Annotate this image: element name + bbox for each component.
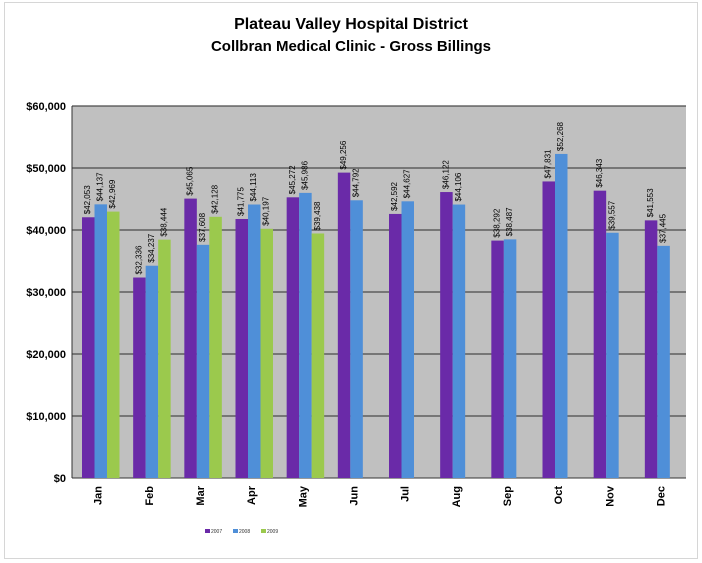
data-label: $34,237 [147, 233, 156, 262]
y-tick-label: $60,000 [26, 101, 66, 113]
data-label: $44,792 [352, 168, 361, 197]
legend-swatch [261, 529, 266, 533]
data-label: $38,487 [505, 207, 514, 236]
x-tick-label: Dec [655, 486, 667, 506]
bar [606, 232, 619, 478]
data-label: $44,627 [403, 169, 412, 198]
data-label: $41,553 [646, 188, 655, 217]
y-tick-label: $10,000 [26, 411, 66, 423]
bar [184, 198, 197, 479]
bar [196, 244, 210, 478]
x-tick-label: Sep [502, 486, 514, 506]
data-label: $47,831 [544, 149, 553, 178]
y-tick-label: $20,000 [26, 349, 66, 361]
legend-label: 2009 [267, 529, 278, 535]
data-label: $46,343 [595, 158, 604, 187]
bar [286, 197, 300, 478]
bar [107, 211, 120, 478]
bar [209, 216, 222, 478]
data-label: $40,197 [262, 196, 271, 225]
data-label: $44,106 [454, 172, 463, 201]
bar [401, 201, 414, 478]
data-label: $42,969 [108, 179, 117, 208]
x-tick-label: Oct [553, 486, 565, 505]
x-tick-label: Apr [246, 485, 258, 505]
bar [593, 190, 607, 478]
bar [145, 265, 159, 478]
bar [555, 153, 568, 478]
bar [235, 218, 248, 478]
x-tick-label: Feb [144, 486, 156, 506]
bar [542, 181, 555, 478]
data-label: $42,128 [211, 184, 220, 213]
x-tick-label: Jun [348, 486, 360, 506]
bar [452, 204, 466, 479]
legend-label: 2007 [211, 529, 222, 535]
data-label: $38,292 [493, 208, 502, 237]
data-label: $42,592 [390, 181, 399, 210]
x-tick-label: Jul [400, 486, 412, 502]
bar [133, 277, 146, 478]
chart-title: Plateau Valley Hospital District [234, 16, 468, 33]
y-tick-label: $30,000 [26, 287, 66, 299]
bar [260, 228, 273, 478]
x-tick-label: Mar [195, 485, 207, 505]
bar [440, 192, 453, 479]
bar [337, 172, 351, 478]
legend: 2007 2008 2009 [205, 529, 278, 535]
legend-swatch [205, 529, 210, 533]
bar [94, 204, 107, 479]
data-label: $37,608 [198, 212, 207, 241]
data-label: $45,065 [186, 166, 195, 195]
bar [299, 192, 312, 479]
data-label: $52,268 [556, 121, 565, 150]
bar [248, 204, 261, 479]
data-label: $44,137 [96, 172, 105, 201]
bar [158, 239, 171, 478]
bar [311, 233, 325, 478]
bar [503, 239, 517, 478]
bar [657, 245, 670, 478]
x-tick-label: Nov [604, 485, 616, 507]
data-label: $38,444 [159, 207, 168, 236]
data-label: $37,445 [659, 213, 668, 242]
legend-label: 2008 [239, 529, 250, 535]
data-label: $45,986 [300, 160, 309, 189]
legend-swatch [233, 529, 238, 533]
x-tick-label: Aug [451, 486, 463, 507]
data-label: $42,053 [83, 185, 92, 214]
bar [389, 213, 402, 478]
data-label: $44,113 [249, 173, 258, 202]
data-label: $45,272 [288, 165, 297, 194]
y-tick-label: $40,000 [26, 225, 66, 237]
x-tick-label: May [297, 485, 309, 507]
y-tick-label: $0 [54, 473, 66, 485]
bar [491, 240, 504, 478]
y-tick-label: $50,000 [26, 163, 66, 175]
data-label: $39,438 [313, 201, 322, 230]
data-label: $41,775 [237, 187, 246, 216]
data-label: $49,256 [339, 140, 348, 169]
bar [644, 220, 658, 478]
data-label: $46,122 [441, 160, 450, 189]
plot-area: $0 $10,000 $20,000 $30,000 $40,000 $50,000 $60… [26, 101, 686, 507]
data-label: $32,336 [134, 245, 143, 274]
x-tick-label: Jan [93, 486, 105, 505]
bar [350, 200, 363, 478]
chart-subtitle: Collbran Medical Clinic - Gross Billings [210, 38, 492, 55]
data-label: $39,557 [607, 200, 616, 229]
bar [82, 217, 95, 478]
